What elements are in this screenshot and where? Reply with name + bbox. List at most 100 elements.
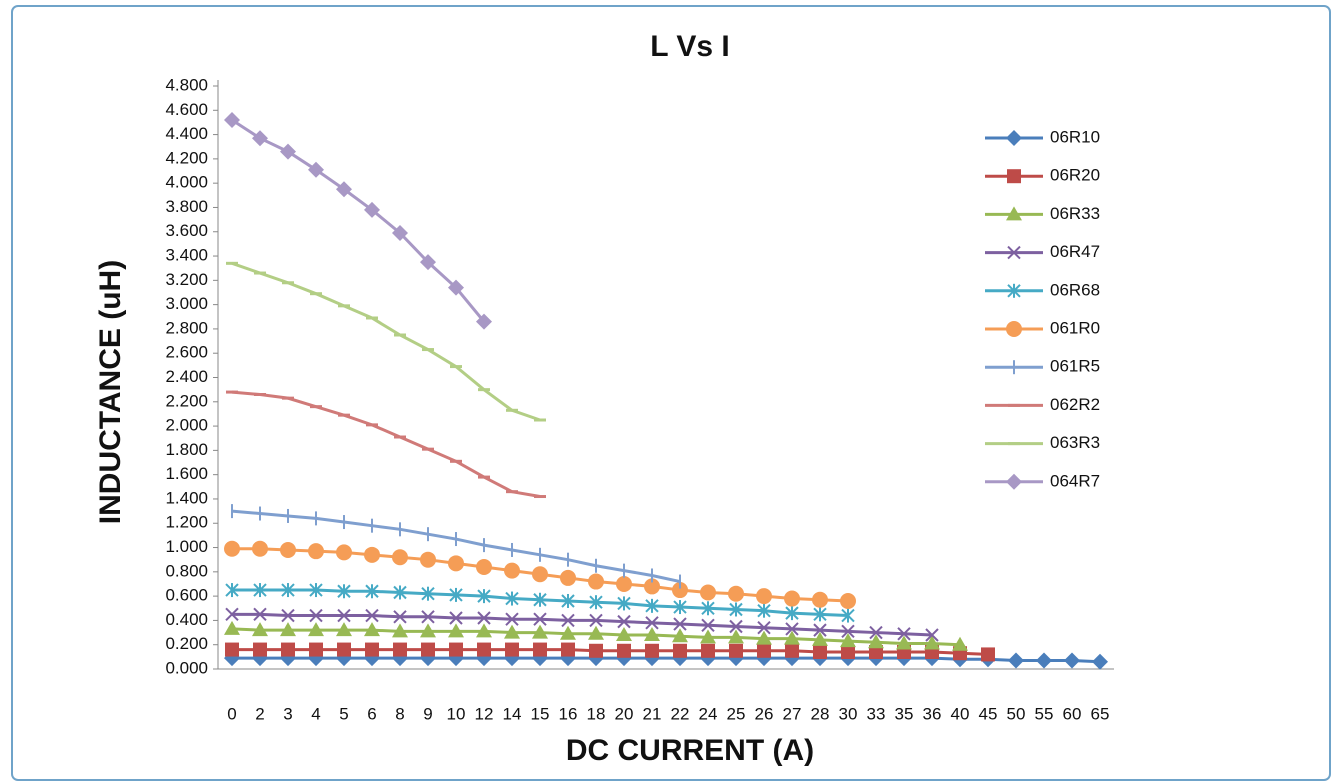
y-tick-label: 4.800 [165, 75, 208, 94]
x-tick-label: 14 [503, 704, 522, 723]
series-line [231, 261, 541, 422]
point-marker [1006, 206, 1022, 221]
point-marker [813, 607, 827, 622]
point-marker [364, 201, 380, 218]
point-marker [925, 628, 939, 642]
marker-part [617, 643, 631, 658]
legend-label: 06R20 [1050, 166, 1100, 185]
marker-part [449, 611, 463, 625]
y-axis-title: INDUCTANCE (uH) [94, 260, 127, 524]
point-marker [617, 596, 631, 611]
x-tick-label: 40 [951, 704, 970, 723]
marker-part [589, 613, 603, 628]
point-marker [644, 578, 660, 595]
marker-part [420, 623, 436, 638]
y-tick-label: 4.000 [165, 173, 208, 192]
legend-marker [1006, 321, 1022, 337]
marker-part [421, 642, 435, 657]
point-marker [253, 642, 267, 657]
marker-part [224, 620, 240, 635]
marker-part [449, 642, 463, 657]
marker-part [421, 610, 435, 624]
marker-part [253, 607, 267, 622]
point-marker [252, 130, 268, 147]
marker-part [505, 642, 519, 657]
marker-part [700, 629, 716, 644]
marker-part [420, 551, 436, 568]
point-marker [532, 624, 548, 639]
marker-part [588, 625, 604, 640]
marker-part [644, 578, 660, 595]
x-tick-label: 60 [1063, 704, 1082, 723]
point-marker [421, 642, 435, 657]
marker-part [644, 626, 660, 641]
marker-part [981, 647, 995, 662]
marker-part [224, 112, 240, 129]
point-marker [784, 590, 800, 607]
legend-label: 063R3 [1050, 433, 1100, 452]
point-marker [1007, 169, 1021, 184]
marker-part [392, 224, 408, 241]
x-tick-label: 15 [531, 704, 550, 723]
marker-part [448, 623, 464, 638]
point-marker [700, 629, 716, 644]
marker-part [364, 201, 380, 218]
point-marker [1006, 473, 1022, 490]
point-marker [392, 549, 408, 566]
marker-part [476, 623, 492, 638]
point-marker [728, 629, 744, 644]
point-marker [281, 583, 295, 598]
x-tick-label: 3 [283, 704, 292, 723]
point-marker [505, 591, 519, 606]
marker-part [280, 541, 296, 558]
point-marker [365, 642, 379, 657]
marker-part [560, 625, 576, 640]
y-tick-label: 2.800 [165, 318, 208, 337]
legend-marker [1007, 283, 1021, 298]
point-marker [757, 603, 771, 618]
point-marker [868, 634, 884, 649]
point-marker [449, 611, 463, 625]
marker-part [505, 612, 519, 626]
point-marker [504, 562, 520, 579]
point-marker [617, 614, 631, 629]
y-tick-label: 1.400 [165, 488, 208, 507]
point-marker [421, 610, 435, 624]
marker-part [393, 610, 407, 624]
x-tick-label: 21 [643, 704, 662, 723]
x-tick-label: 22 [671, 704, 690, 723]
y-tick-label: 0.400 [165, 610, 208, 629]
marker-part [672, 582, 688, 599]
marker-part [533, 642, 547, 657]
point-marker [841, 608, 855, 623]
point-marker [392, 623, 408, 638]
point-marker [1006, 321, 1022, 337]
marker-part [673, 643, 687, 658]
point-marker [812, 591, 828, 608]
marker-part [365, 642, 379, 657]
x-tick-label: 20 [615, 704, 634, 723]
marker-part [588, 573, 604, 590]
point-marker [897, 627, 911, 641]
marker-part [841, 644, 855, 659]
point-marker [785, 606, 799, 621]
marker-part [477, 642, 491, 657]
marker-part [840, 633, 856, 648]
point-marker [701, 601, 715, 616]
point-marker [756, 630, 772, 645]
marker-part [757, 620, 771, 635]
x-tick-label: 18 [587, 704, 606, 723]
point-marker [728, 585, 744, 602]
point-marker [645, 616, 659, 630]
x-tick-label: 8 [395, 704, 404, 723]
marker-part [616, 626, 632, 641]
y-tick-label: 2.400 [165, 367, 208, 386]
point-marker [364, 546, 380, 563]
marker-part [281, 608, 295, 623]
marker-part [869, 644, 883, 659]
point-marker [308, 543, 324, 560]
x-tick-label: 25 [727, 704, 746, 723]
point-marker [616, 575, 632, 592]
marker-part [308, 543, 324, 560]
legend-marker [1006, 206, 1022, 221]
